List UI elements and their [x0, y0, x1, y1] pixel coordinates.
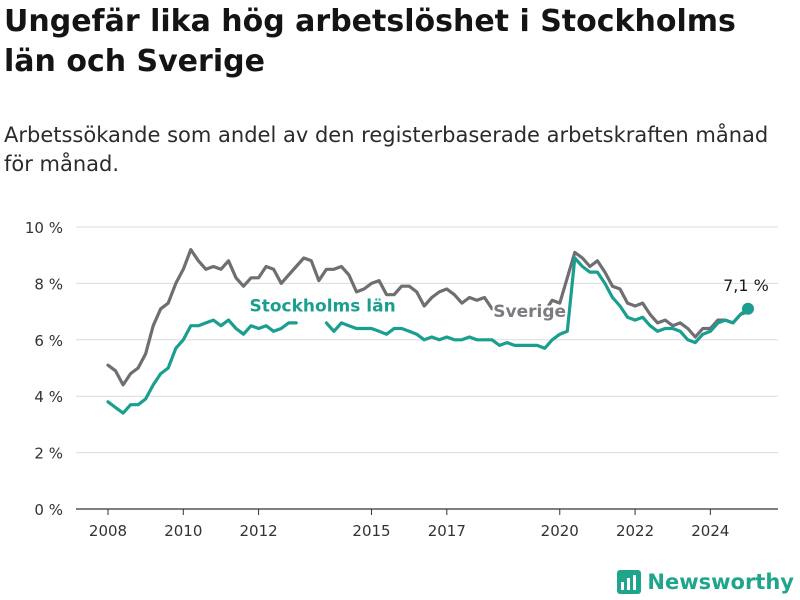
x-tick-label: 2010 — [164, 522, 202, 540]
y-tick-label: 0 % — [34, 501, 63, 519]
series-line-sverige — [543, 250, 750, 339]
x-tick-label: 2008 — [89, 522, 127, 540]
y-tick-label: 10 % — [25, 219, 63, 237]
y-tick-label: 2 % — [34, 445, 63, 463]
series-line-sverige — [106, 248, 494, 387]
x-tick-label: 2020 — [541, 522, 579, 540]
x-tick-label: 2012 — [239, 522, 277, 540]
x-tick-label: 2017 — [428, 522, 466, 540]
x-tick-label: 2015 — [352, 522, 390, 540]
y-tick-label: 6 % — [34, 332, 63, 350]
series-line-stockholms-l-n — [106, 318, 298, 415]
chart-subtitle: Arbetssökande som andel av den registerb… — [4, 123, 769, 176]
newsworthy-logo-icon — [617, 570, 642, 594]
chart-title: Ungefär lika hög arbetslöshet i Stockhol… — [4, 4, 736, 79]
series-label: Sverige — [493, 302, 566, 322]
series-label: Stockholms län — [249, 297, 395, 317]
x-tick-label: 2024 — [691, 522, 729, 540]
y-tick-label: 4 % — [34, 388, 63, 406]
newsworthy-logo: Newsworthy — [617, 570, 794, 594]
x-tick-label: 2022 — [616, 522, 654, 540]
series-line-stockholms-l-n — [324, 256, 750, 350]
endpoint-label: 7,1 % — [723, 276, 769, 295]
brand-name: Newsworthy — [647, 570, 794, 594]
y-tick-label: 8 % — [34, 275, 63, 293]
endpoint-marker — [742, 302, 754, 315]
